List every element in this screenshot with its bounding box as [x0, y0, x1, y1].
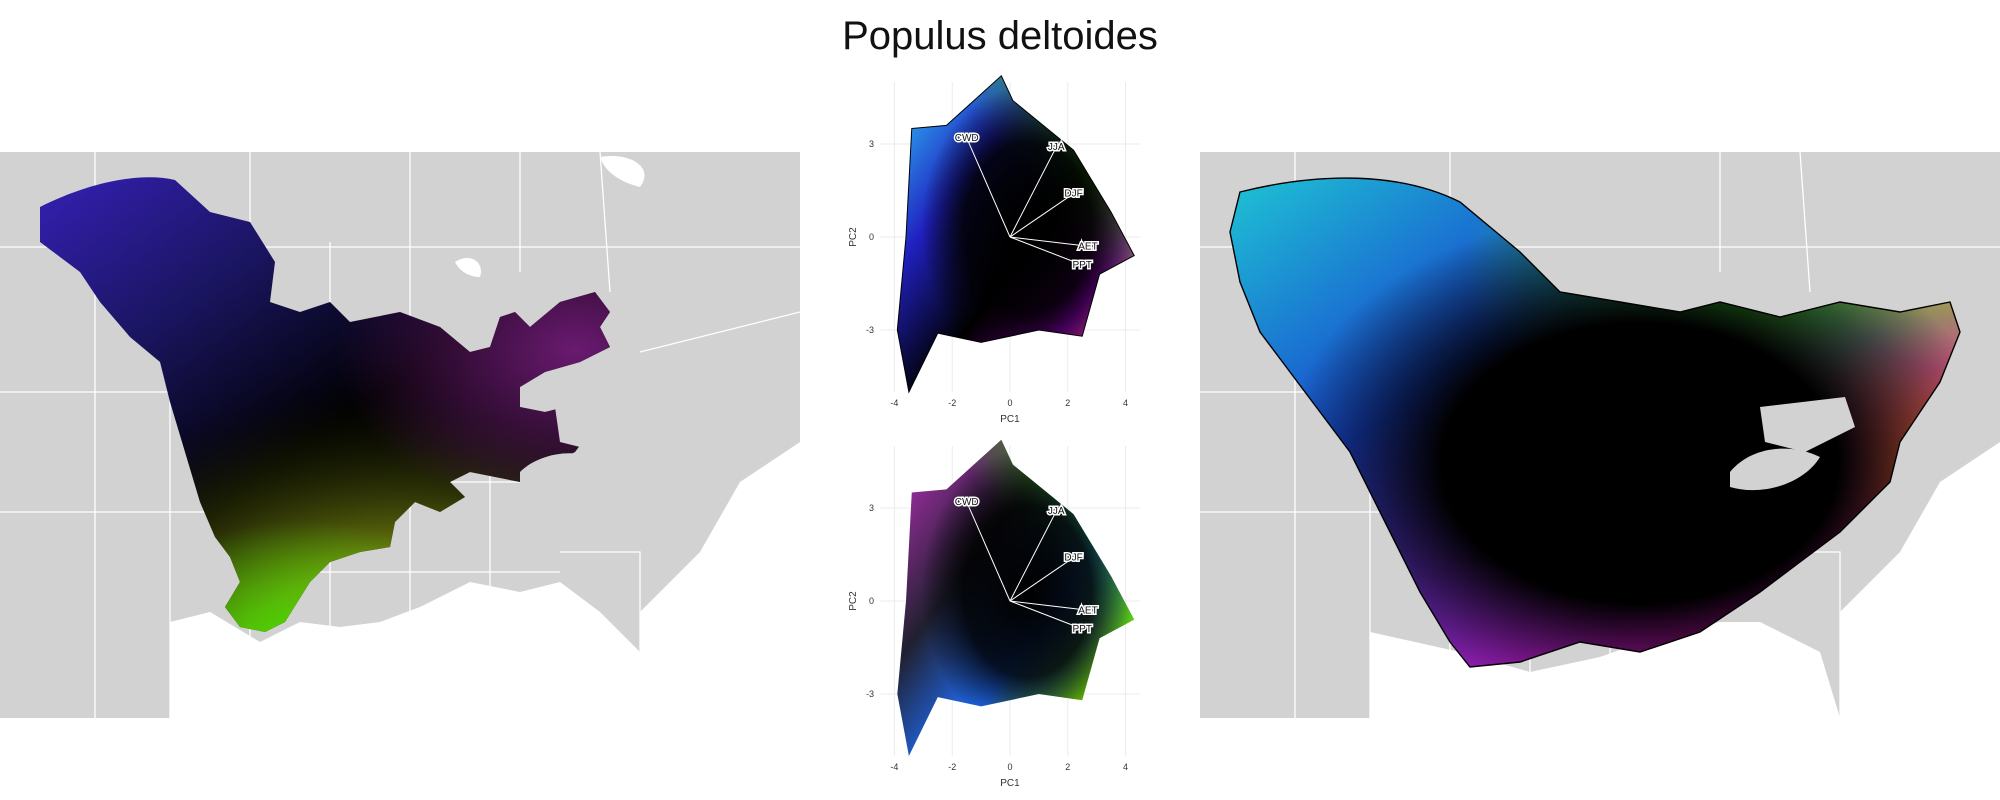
y-axis-label: PC2 [848, 227, 859, 247]
gulf [1370, 622, 1840, 718]
loading-arrow-aet [1009, 600, 1089, 611]
lake-hole [1730, 448, 1820, 491]
y-tick-label: 3 [869, 139, 874, 149]
x-tick-label: -2 [948, 398, 956, 408]
loading-label-aet: AET [1078, 605, 1097, 616]
loading-arrow-djf [1009, 193, 1074, 238]
loading-label-ppt: PPT [1072, 624, 1091, 635]
loading-arrow-cwd [966, 501, 1011, 602]
loading-arrow-aet [1009, 236, 1089, 247]
x-tick-label: 0 [1007, 398, 1012, 408]
x-tick-label: 4 [1123, 398, 1128, 408]
loading-label-aet: AET [1078, 241, 1097, 252]
x-tick-label: -2 [948, 762, 956, 772]
y-tick-label: 0 [869, 232, 874, 242]
loading-label-cwd: CWD [955, 133, 979, 144]
loading-label-cwd: CWD [955, 497, 979, 508]
loading-label-djf: DJF [1064, 189, 1082, 200]
pca-biplot-top: CWD JJA DJF AET PPT -4 -2 0 2 4 3 0 -3 PC1 PC2 [840, 72, 1150, 432]
loading-arrow-jja [1009, 510, 1057, 602]
loading-label-jja: JJA [1048, 506, 1065, 517]
atlantic [640, 442, 800, 718]
x-tick-label: 2 [1065, 398, 1070, 408]
x-tick-label: -4 [890, 762, 898, 772]
score-outline [896, 74, 1135, 394]
x-tick-label: 2 [1065, 762, 1070, 772]
loading-arrow-cwd [966, 137, 1011, 238]
left-range-map [0, 152, 800, 718]
figure-title: Populus deltoides [842, 14, 1158, 58]
atlantic [1840, 442, 2000, 718]
lakes [455, 156, 645, 277]
y-tick-label: 0 [869, 596, 874, 606]
x-tick-label: -4 [890, 398, 898, 408]
x-axis-label: PC1 [1000, 778, 1020, 789]
y-tick-label: -3 [866, 689, 874, 699]
x-tick-label: 0 [1007, 762, 1012, 772]
gulf [170, 582, 640, 718]
loading-label-jja: JJA [1048, 142, 1065, 153]
loading-arrow-jja [1009, 146, 1057, 238]
score-cloud-core [897, 75, 1135, 393]
range-outline [1229, 177, 1961, 668]
lake-hole-2 [1760, 397, 1855, 452]
y-axis-label: PC2 [848, 591, 859, 611]
y-tick-label: 3 [869, 503, 874, 513]
y-tick-label: -3 [866, 325, 874, 335]
loading-arrow-ppt [1009, 236, 1083, 266]
loading-arrow-ppt [1009, 600, 1083, 630]
loading-label-ppt: PPT [1072, 260, 1091, 271]
loading-label-djf: DJF [1064, 553, 1082, 564]
x-axis-label: PC1 [1000, 414, 1020, 425]
right-range-map [1200, 152, 2000, 718]
score-cloud-core [897, 439, 1135, 756]
lake-hole [520, 453, 600, 493]
loading-arrow-djf [1009, 557, 1074, 602]
pca-biplot-bottom: CWD JJA DJF AET PPT -4 -2 0 2 4 3 0 -3 PC1 PC2 [840, 436, 1150, 796]
x-tick-label: 4 [1123, 762, 1128, 772]
lake-hole-2 [555, 392, 650, 452]
